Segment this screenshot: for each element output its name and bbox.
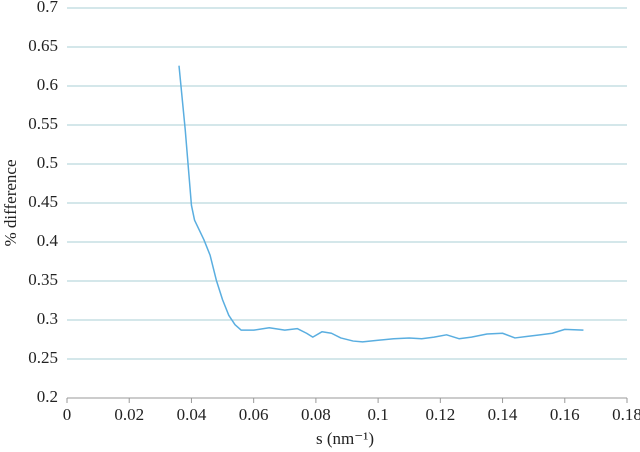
y-tick-label: 0.6 [37,75,58,94]
x-tick-label: 0.04 [177,405,207,424]
x-tick-label: 0.1 [367,405,388,424]
y-tick-label: 0.65 [28,36,58,55]
x-tick-label: 0.08 [301,405,331,424]
x-tick-label: 0 [63,405,72,424]
y-tick-label: 0.2 [37,387,58,406]
y-tick-label: 0.55 [28,114,58,133]
x-tick-label: 0.14 [488,405,518,424]
y-axis-label: % difference [1,160,20,247]
data-line [178,65,584,343]
x-tick-label: 0.18 [612,405,640,424]
y-tick-label: 0.35 [28,270,58,289]
x-tick-label: 0.06 [239,405,269,424]
y-tick-label: 0.5 [37,153,58,172]
x-tick-label: 0.12 [425,405,455,424]
y-tick-label: 0.4 [37,231,59,250]
x-axis-label: s (nm⁻¹) [316,429,374,448]
x-tick-label: 0.16 [550,405,580,424]
y-tick-label: 0.45 [28,192,58,211]
y-tick-label: 0.7 [37,0,59,16]
y-tick-label: 0.25 [28,348,58,367]
x-tick-label: 0.02 [114,405,144,424]
y-tick-label: 0.3 [37,309,58,328]
